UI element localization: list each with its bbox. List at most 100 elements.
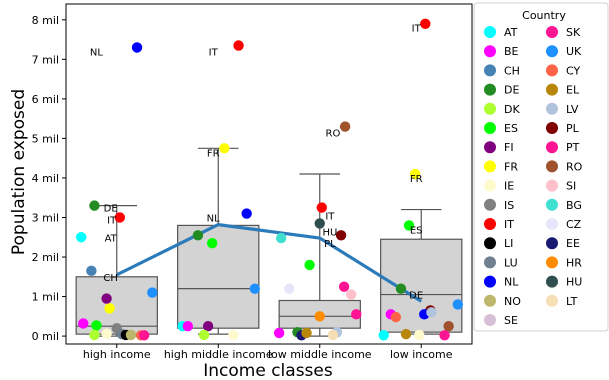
point-pt bbox=[439, 330, 450, 341]
legend-marker bbox=[484, 102, 496, 115]
point-annotation: IT bbox=[209, 47, 219, 58]
point-annotation: RO bbox=[326, 128, 341, 139]
legend-label: NL bbox=[504, 276, 519, 289]
point-it bbox=[233, 40, 244, 51]
legend-marker bbox=[484, 314, 496, 326]
y-tick-label: 8 mil bbox=[32, 14, 59, 27]
point-de bbox=[192, 230, 204, 241]
legend-marker bbox=[546, 64, 558, 77]
point-be bbox=[182, 321, 193, 332]
legend-marker bbox=[484, 26, 496, 38]
legend-label: LT bbox=[566, 295, 578, 308]
point-es bbox=[403, 220, 415, 231]
point-annotation: HU bbox=[322, 227, 337, 238]
legend-marker bbox=[546, 179, 558, 192]
point-pt bbox=[351, 309, 362, 320]
legend-label: IS bbox=[504, 199, 514, 212]
legend-label: LV bbox=[566, 103, 579, 116]
point-ro bbox=[443, 321, 454, 332]
legend-marker bbox=[546, 256, 558, 269]
point-at bbox=[378, 330, 389, 341]
legend-label: UK bbox=[566, 45, 582, 58]
y-axis-label: Population exposed bbox=[9, 89, 29, 255]
point-nl bbox=[241, 208, 252, 219]
point-fr bbox=[104, 303, 115, 314]
legend-marker bbox=[546, 102, 558, 115]
legend-title: Country bbox=[522, 9, 566, 22]
legend-label: IT bbox=[504, 218, 514, 231]
point-annotation: NL bbox=[90, 47, 103, 58]
mean-line-path bbox=[116, 223, 423, 303]
legend-label: EL bbox=[566, 84, 580, 97]
point-ie bbox=[101, 328, 112, 339]
legend-marker bbox=[484, 275, 496, 288]
legend-label: EE bbox=[566, 237, 580, 250]
legend-label: DE bbox=[504, 84, 519, 97]
legend-label: SE bbox=[504, 314, 518, 327]
point-annotation: IT bbox=[325, 212, 335, 223]
point-at bbox=[76, 232, 87, 243]
legend-marker bbox=[546, 275, 558, 288]
point-no bbox=[125, 329, 137, 341]
point-dk bbox=[89, 329, 100, 341]
legend-marker bbox=[484, 294, 496, 307]
legend-marker bbox=[546, 141, 558, 154]
point-fr bbox=[219, 143, 230, 154]
point-uk bbox=[147, 287, 158, 298]
point-ch bbox=[86, 265, 97, 277]
legend-frame bbox=[473, 2, 609, 332]
point-el bbox=[301, 327, 312, 339]
legend-label: CY bbox=[566, 64, 580, 77]
point-fi bbox=[202, 321, 214, 332]
box-body bbox=[177, 224, 260, 329]
y-tick-label: 6 mil bbox=[32, 93, 59, 106]
mean-line bbox=[116, 223, 423, 303]
point-hu bbox=[314, 218, 325, 229]
legend-label: SI bbox=[566, 180, 576, 193]
x-tick-label: high middle income bbox=[164, 348, 273, 361]
legend-marker bbox=[546, 160, 558, 173]
y-tick-label: 7 mil bbox=[32, 53, 59, 66]
point-be bbox=[78, 318, 89, 329]
legend-marker bbox=[484, 141, 496, 154]
legend-label: RO bbox=[566, 160, 583, 173]
x-axis-label: Income classes bbox=[203, 361, 333, 380]
legend-label: LI bbox=[504, 237, 513, 250]
legend-marker bbox=[546, 237, 558, 250]
point-ie bbox=[228, 329, 239, 341]
point-pl bbox=[335, 230, 347, 241]
legend-label: BG bbox=[566, 199, 582, 212]
point-be bbox=[273, 327, 285, 339]
point-annotation: NL bbox=[207, 213, 220, 224]
point-de bbox=[89, 200, 100, 211]
point-ro bbox=[339, 121, 351, 132]
point-uk bbox=[249, 283, 260, 294]
point-el bbox=[400, 328, 412, 340]
legend-marker bbox=[546, 294, 558, 307]
legend-label: PL bbox=[566, 122, 580, 135]
point-it bbox=[114, 212, 125, 223]
x-tick-label: low income bbox=[390, 348, 453, 361]
legend-marker bbox=[484, 179, 496, 192]
y-tick-label: 4 mil bbox=[32, 172, 59, 185]
legend-label: CZ bbox=[566, 218, 582, 231]
legend-label: NO bbox=[504, 295, 521, 308]
point-sk bbox=[338, 281, 350, 292]
y-tick-label: 3 mil bbox=[32, 211, 59, 224]
legend-marker bbox=[546, 122, 558, 134]
legend-label: ES bbox=[504, 122, 518, 135]
point-annotation: IT bbox=[107, 215, 117, 226]
point-es bbox=[206, 237, 218, 249]
point-si bbox=[346, 289, 357, 300]
point-annotation: CH bbox=[103, 273, 118, 284]
point-annotation: IT bbox=[412, 24, 422, 35]
point-dk bbox=[198, 329, 210, 341]
point-cy bbox=[390, 311, 402, 323]
y-axis: 0 mil 1 mil 2 mil 3 mil 4 mil 5 mil 6 mil 7 mil… bbox=[32, 14, 66, 343]
legend-label: PT bbox=[566, 141, 580, 154]
point-annotation: DE bbox=[409, 291, 423, 302]
point-fi bbox=[101, 293, 112, 304]
point-lv bbox=[426, 307, 437, 318]
legend-marker bbox=[546, 198, 558, 211]
